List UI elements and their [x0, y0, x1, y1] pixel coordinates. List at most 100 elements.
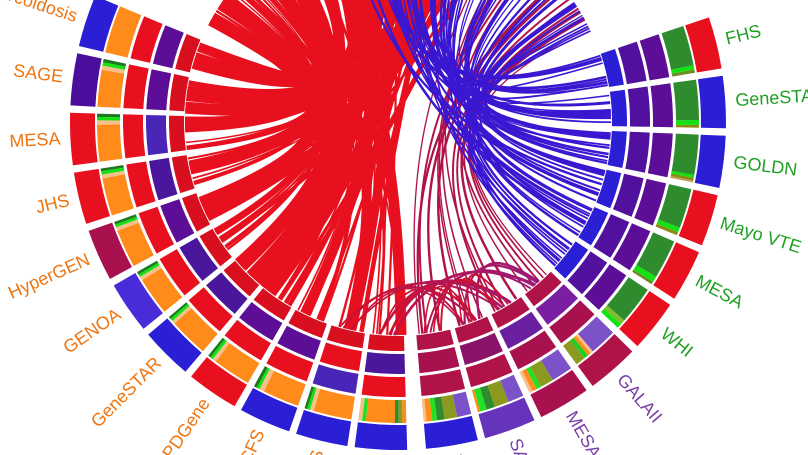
sector-sage-t2-seg1 [102, 62, 126, 70]
sector-label-hypergen: HyperGEN [5, 249, 93, 303]
sector-genestar_l-t2-seg1 [170, 303, 190, 322]
sector-safs-t2-seg0 [471, 389, 481, 413]
sector-whi_r-t4 [567, 251, 608, 295]
sector-genoa-t4 [179, 237, 218, 281]
ribbon [283, 0, 459, 304]
sector-safs [454, 316, 535, 439]
sector-genestar_r-t4 [627, 86, 651, 127]
sector-whi_b-t4 [417, 347, 460, 374]
sector-cfs-t4 [277, 325, 321, 360]
sector-whi_r [554, 241, 671, 347]
sector-goldn-outer-arc [694, 134, 726, 188]
sector-genestar_l-t2-seg2 [172, 305, 192, 324]
ribbon [338, 0, 379, 328]
sector-bags-t2-seg2 [310, 387, 321, 411]
sector-aric-t2-seg4 [398, 400, 403, 424]
sector-fhs-t2-base [661, 26, 694, 70]
sector-mayo_vte-t2-base [658, 184, 692, 228]
sector-label-whi_b: WHI [445, 454, 471, 455]
sector-label-genestar_r: GeneSTAR [735, 85, 808, 111]
sector-galaii [525, 271, 633, 386]
sector-goldn-anchor [607, 131, 627, 168]
sector-genestar_r-t2-base [673, 79, 699, 121]
ribbon [456, 11, 582, 308]
sector-safs-t2-seg1 [474, 387, 487, 412]
sector-mesa_l [69, 112, 186, 166]
sector-sarcoidosis-anchor [175, 34, 201, 73]
sector-whi_b-anchor [416, 329, 454, 351]
sector-aric-t2-seg2 [365, 398, 396, 423]
sector-genestar_l-t2-base [174, 308, 218, 352]
sector-mesa_r-t3 [612, 223, 651, 271]
sector-sarcoidosis [78, 0, 201, 73]
sector-sarcoidosis-t2-base [105, 6, 142, 58]
sector-galaii-t2-base [578, 316, 614, 352]
sector-aric-t2-seg3 [394, 400, 399, 424]
sector-mesa_l-outer-arc [69, 112, 98, 166]
sector-mesa_r-t2-base [636, 232, 675, 277]
ribbon [413, 0, 468, 334]
sector-hypergen-anchor [182, 193, 211, 232]
sector-aric-t4 [364, 352, 405, 374]
sector-copdgene-t2-seg1 [210, 339, 227, 360]
sector-jhs-t4 [149, 157, 178, 201]
sector-genestar_r-t2-seg1 [676, 120, 700, 125]
sector-hypergen-t2-seg2 [116, 219, 139, 231]
sector-mayo_vte-t2-seg1 [656, 219, 680, 233]
ribbon-arc [389, 286, 478, 336]
sector-label-mesa_r: MESA [692, 271, 746, 313]
sector-jhs-t2-seg1 [101, 167, 125, 175]
sector-mayo_vte-t4 [613, 173, 644, 217]
sector-hypergen-t2-seg1 [115, 216, 138, 228]
sector-whi_r-t2-base [607, 277, 648, 321]
sector-bags-anchor [326, 325, 365, 349]
sector-mesa_l-anchor [169, 115, 186, 153]
ribbon [359, 0, 426, 333]
sector-aric-t2-base [402, 399, 407, 423]
sector-genestar_l-t3 [188, 287, 233, 332]
sector-mesa_l-t2-seg1 [96, 117, 120, 121]
sector-copdgene-t2-seg0 [208, 337, 225, 358]
sector-safs-outer-arc [478, 397, 535, 439]
ribbon [437, 0, 490, 324]
sector-bags-t2-base [313, 388, 355, 420]
ribbon [284, 0, 400, 336]
ribbon [343, 0, 382, 334]
sector-goldn-t2-base [671, 133, 699, 175]
ribbon [377, 0, 586, 225]
sector-galaii-outer-arc [577, 334, 633, 386]
ribbon-arc [466, 273, 509, 323]
sector-genestar_r-t3 [650, 83, 673, 128]
ribbon [215, 9, 323, 251]
sector-galaii-t3 [549, 300, 595, 344]
sector-whi_b-t2-seg4 [441, 394, 458, 420]
ribbon [345, 0, 407, 336]
sector-bags-t2-seg0 [304, 386, 315, 409]
sector-cfs-t2-seg0 [253, 366, 268, 388]
sector-cfs [241, 309, 327, 432]
sector-bags [296, 325, 365, 447]
sector-sage-t2-seg0 [103, 58, 127, 67]
sector-galaii-anchor [525, 271, 562, 307]
sector-mesa_r-t2-seg0 [632, 269, 654, 285]
sector-genoa-t2-base [142, 268, 183, 312]
sector-label-sarcoidosis: Sarcoidosis [0, 0, 80, 26]
sector-copdgene [191, 288, 292, 407]
sector-sarcoidosis-t4 [152, 25, 184, 69]
sector-aric-outer-arc [354, 422, 408, 451]
sector-whi_b-t3 [419, 369, 465, 396]
sector-safs-t3 [465, 353, 513, 388]
ribbon [393, 0, 611, 138]
sector-mayo_vte-anchor [596, 169, 622, 209]
sector-genestar_r-outer-arc [698, 75, 726, 129]
sector-genestar_l [148, 260, 260, 372]
sector-fhs-t3 [639, 34, 670, 81]
sector-whi_b-t2-seg1 [424, 398, 433, 422]
sector-mesa_r-anchor [578, 207, 609, 246]
sector-aric-t2-seg1 [362, 398, 369, 422]
sector-label-bags: BAGS [296, 448, 327, 455]
sector-whi_b-t2-seg3 [434, 396, 445, 421]
sectors [69, 0, 726, 451]
sector-bags-t4 [319, 342, 363, 371]
